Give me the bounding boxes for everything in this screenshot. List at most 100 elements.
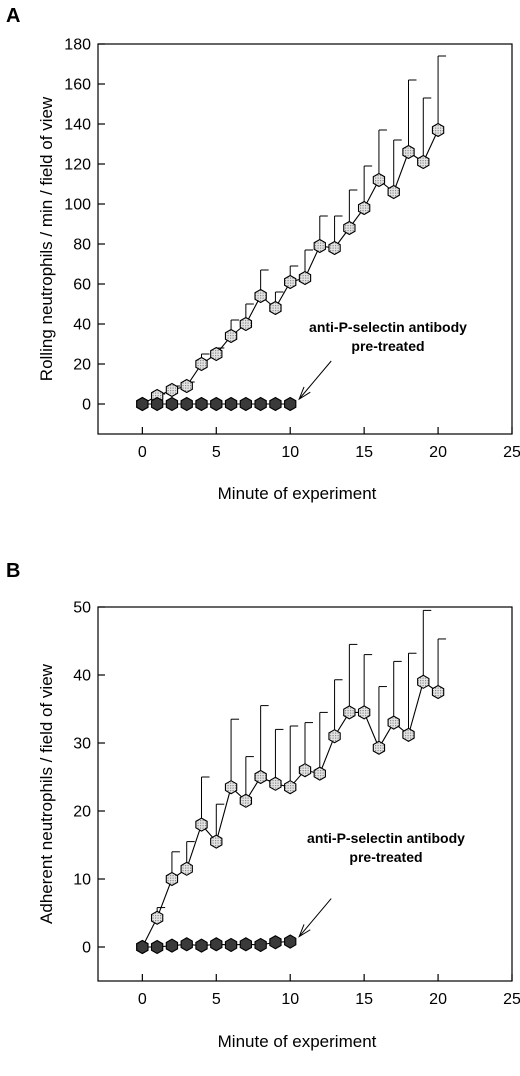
data-point-a-0-11	[298, 270, 312, 286]
x-tick-label-a-5: 5	[212, 444, 221, 461]
y-tick-label-a-0: 0	[82, 397, 91, 414]
data-point-a-1-0	[136, 396, 149, 412]
data-point-a-1-4	[195, 396, 208, 412]
data-point-a-0-2	[165, 382, 179, 398]
annotation-arrow-shaft-a	[298, 360, 332, 400]
data-point-a-0-6	[224, 328, 238, 344]
x-tick-label-b-20: 20	[429, 991, 447, 1008]
data-point-a-1-2	[165, 396, 179, 412]
data-point-b-1-4	[195, 938, 208, 953]
rolling-neutrophils-chart: A 0 20 40 60 80 100 120 140 160 180 0 5 10 15 20 25 Minut…	[6, 5, 520, 503]
data-point-b-0-4	[195, 817, 208, 832]
data-point-a-0-5	[210, 346, 223, 362]
data-point-a-0-10	[284, 274, 297, 290]
series-a-0	[136, 55, 447, 412]
annotation-line1-a: anti-P-selectin antibody	[309, 319, 467, 335]
data-point-a-0-9	[269, 300, 282, 316]
data-point-a-1-9	[269, 396, 282, 412]
panel-a-chart: A 0 20 40 60 80 100 120 140 160 180 0 5 10 15 20 25 Minut…	[0, 0, 520, 520]
data-point-a-0-17	[387, 184, 400, 200]
y-tick-label-a-140: 140	[64, 117, 91, 134]
data-point-b-0-20	[431, 684, 445, 700]
y-tick-label-a-160: 160	[64, 77, 91, 94]
x-axis-title-a: Minute of experiment	[218, 484, 377, 503]
data-point-b-0-14	[343, 705, 356, 720]
data-point-b-0-13	[328, 729, 341, 744]
data-point-a-1-1	[150, 396, 164, 412]
data-point-b-0-19	[417, 674, 430, 689]
y-tick-label-a-100: 100	[64, 197, 91, 214]
annotation-line2-b: pre-treated	[349, 849, 422, 865]
x-tick-label-a-25: 25	[503, 444, 520, 461]
x-tick-label-b-5: 5	[212, 991, 221, 1008]
annotation-line2-a: pre-treated	[351, 338, 424, 354]
panel-letter-a: A	[6, 5, 20, 27]
x-tick-label-b-15: 15	[355, 991, 373, 1008]
data-point-a-0-3	[180, 378, 193, 394]
data-point-a-0-8	[254, 288, 267, 304]
y-tick-label-b-50: 50	[73, 600, 91, 617]
x-tick-label-a-20: 20	[429, 444, 447, 461]
adherent-neutrophils-chart: B 0 10 20 30 40 50 0 5 10 15 20 25 Minute of experime…	[6, 560, 520, 1051]
data-point-a-0-7	[239, 316, 253, 332]
data-point-a-1-6	[224, 396, 238, 412]
annotation-arrow-shaft-b	[298, 898, 332, 937]
annotation-arrow-head-b	[298, 924, 311, 938]
data-point-a-1-5	[210, 396, 223, 412]
y-tick-label-a-60: 60	[73, 277, 91, 294]
y-tick-label-b-20: 20	[73, 804, 91, 821]
data-point-b-1-10	[284, 934, 297, 949]
data-point-b-0-9	[269, 776, 282, 791]
data-point-b-0-15	[357, 705, 371, 720]
data-point-b-1-1	[150, 939, 164, 955]
y-tick-label-b-40: 40	[73, 668, 91, 685]
data-point-a-0-19	[417, 154, 430, 170]
annotation-arrow-head-a	[298, 386, 311, 401]
x-tick-label-b-10: 10	[281, 991, 299, 1008]
y-axis-title-a: Rolling neutrophils / min / field of vie…	[37, 96, 56, 381]
y-tick-label-a-20: 20	[73, 357, 91, 374]
data-point-b-1-6	[224, 937, 238, 953]
x-tick-label-a-15: 15	[355, 444, 373, 461]
panel-b-chart: B 0 10 20 30 40 50 0 5 10 15 20 25 Minute of experime…	[0, 555, 520, 1071]
data-point-b-0-12	[313, 766, 326, 781]
data-point-a-0-4	[195, 356, 208, 372]
data-point-b-0-18	[402, 727, 415, 742]
data-point-b-1-7	[239, 937, 253, 952]
data-point-b-0-11	[298, 763, 312, 778]
x-axis-title-b: Minute of experiment	[218, 1032, 377, 1051]
series-a-1	[136, 396, 297, 412]
plot-frame-b	[97, 606, 513, 982]
data-point-a-0-12	[313, 238, 326, 254]
series-b-1	[136, 934, 297, 955]
data-point-b-0-6	[224, 780, 238, 795]
plot-frame-a	[97, 43, 513, 435]
data-point-a-0-14	[343, 220, 356, 236]
x-tick-label-b-25: 25	[503, 991, 520, 1008]
y-tick-label-b-10: 10	[73, 872, 91, 889]
x-tick-label-b-0: 0	[138, 991, 147, 1008]
data-point-a-1-3	[180, 396, 193, 412]
data-point-b-1-5	[210, 937, 223, 952]
data-point-b-0-3	[180, 861, 193, 876]
data-point-a-0-15	[357, 200, 371, 216]
data-point-b-0-16	[372, 740, 386, 755]
data-point-b-0-7	[239, 793, 253, 808]
data-point-a-1-7	[239, 396, 253, 412]
annotation-line1-b: anti-P-selectin antibody	[307, 830, 465, 846]
data-point-b-0-10	[284, 780, 297, 795]
data-point-b-1-3	[180, 937, 193, 952]
panel-letter-b: B	[6, 560, 20, 582]
data-point-a-1-8	[254, 396, 267, 412]
y-tick-label-b-0: 0	[82, 940, 91, 957]
data-point-b-1-2	[165, 938, 179, 953]
y-tick-label-a-180: 180	[64, 37, 91, 54]
data-point-a-0-18	[402, 144, 415, 160]
y-tick-label-a-80: 80	[73, 237, 91, 254]
data-point-a-0-13	[328, 240, 341, 256]
y-tick-label-a-40: 40	[73, 317, 91, 334]
series-b-0	[136, 609, 447, 955]
data-point-b-0-5	[210, 834, 223, 849]
data-point-b-1-0	[136, 939, 149, 955]
data-point-a-0-16	[372, 172, 386, 188]
